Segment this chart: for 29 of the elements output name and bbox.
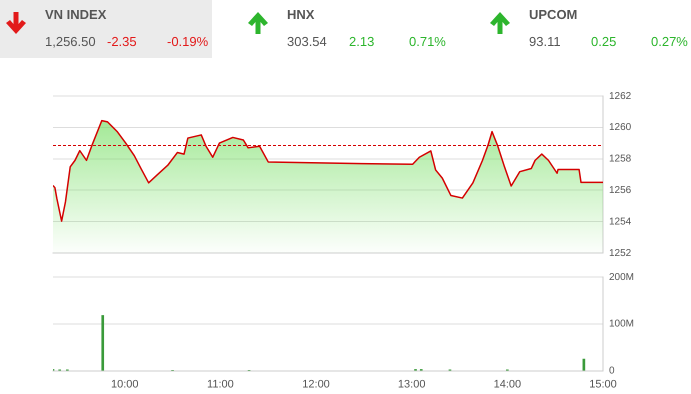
- x-tick-label: 15:00: [589, 378, 617, 390]
- y-tick-label: 100M: [609, 318, 634, 330]
- y-tick-label: 1262: [609, 90, 632, 102]
- text: 1,256.50: [45, 34, 96, 49]
- text: -0.19%: [167, 34, 208, 49]
- text: 93.11: [529, 34, 561, 49]
- category-label: HNX: [287, 7, 314, 22]
- bar: [101, 315, 104, 371]
- y-tick-label: 1252: [609, 248, 632, 259]
- y-tick-label: 1256: [609, 184, 632, 196]
- y-tick-label: 0: [609, 366, 615, 377]
- data-label: 2.13: [349, 34, 374, 49]
- category-label: VN INDEX: [45, 7, 106, 22]
- x-tick-label: 10:00: [110, 378, 139, 390]
- y-tick-label: 1258: [609, 154, 632, 165]
- y-tick-label: 1254: [609, 216, 632, 228]
- x-tick-label: 12:00: [302, 378, 330, 390]
- bar: [582, 358, 586, 371]
- y-tick-label: 200M: [609, 272, 634, 283]
- x-tick-label: 13:00: [398, 378, 426, 390]
- data-label: 0.25: [591, 34, 616, 49]
- data-label: -2.35: [107, 34, 137, 49]
- text: 0.71%: [409, 34, 446, 49]
- text: 0.27%: [651, 34, 688, 49]
- x-tick-label: 11:00: [207, 378, 234, 390]
- category-label: UPCOM: [529, 7, 578, 22]
- text: 303.54: [287, 34, 327, 49]
- x-tick-label: 14:00: [494, 378, 522, 390]
- y-tick-label: 1260: [609, 122, 632, 134]
